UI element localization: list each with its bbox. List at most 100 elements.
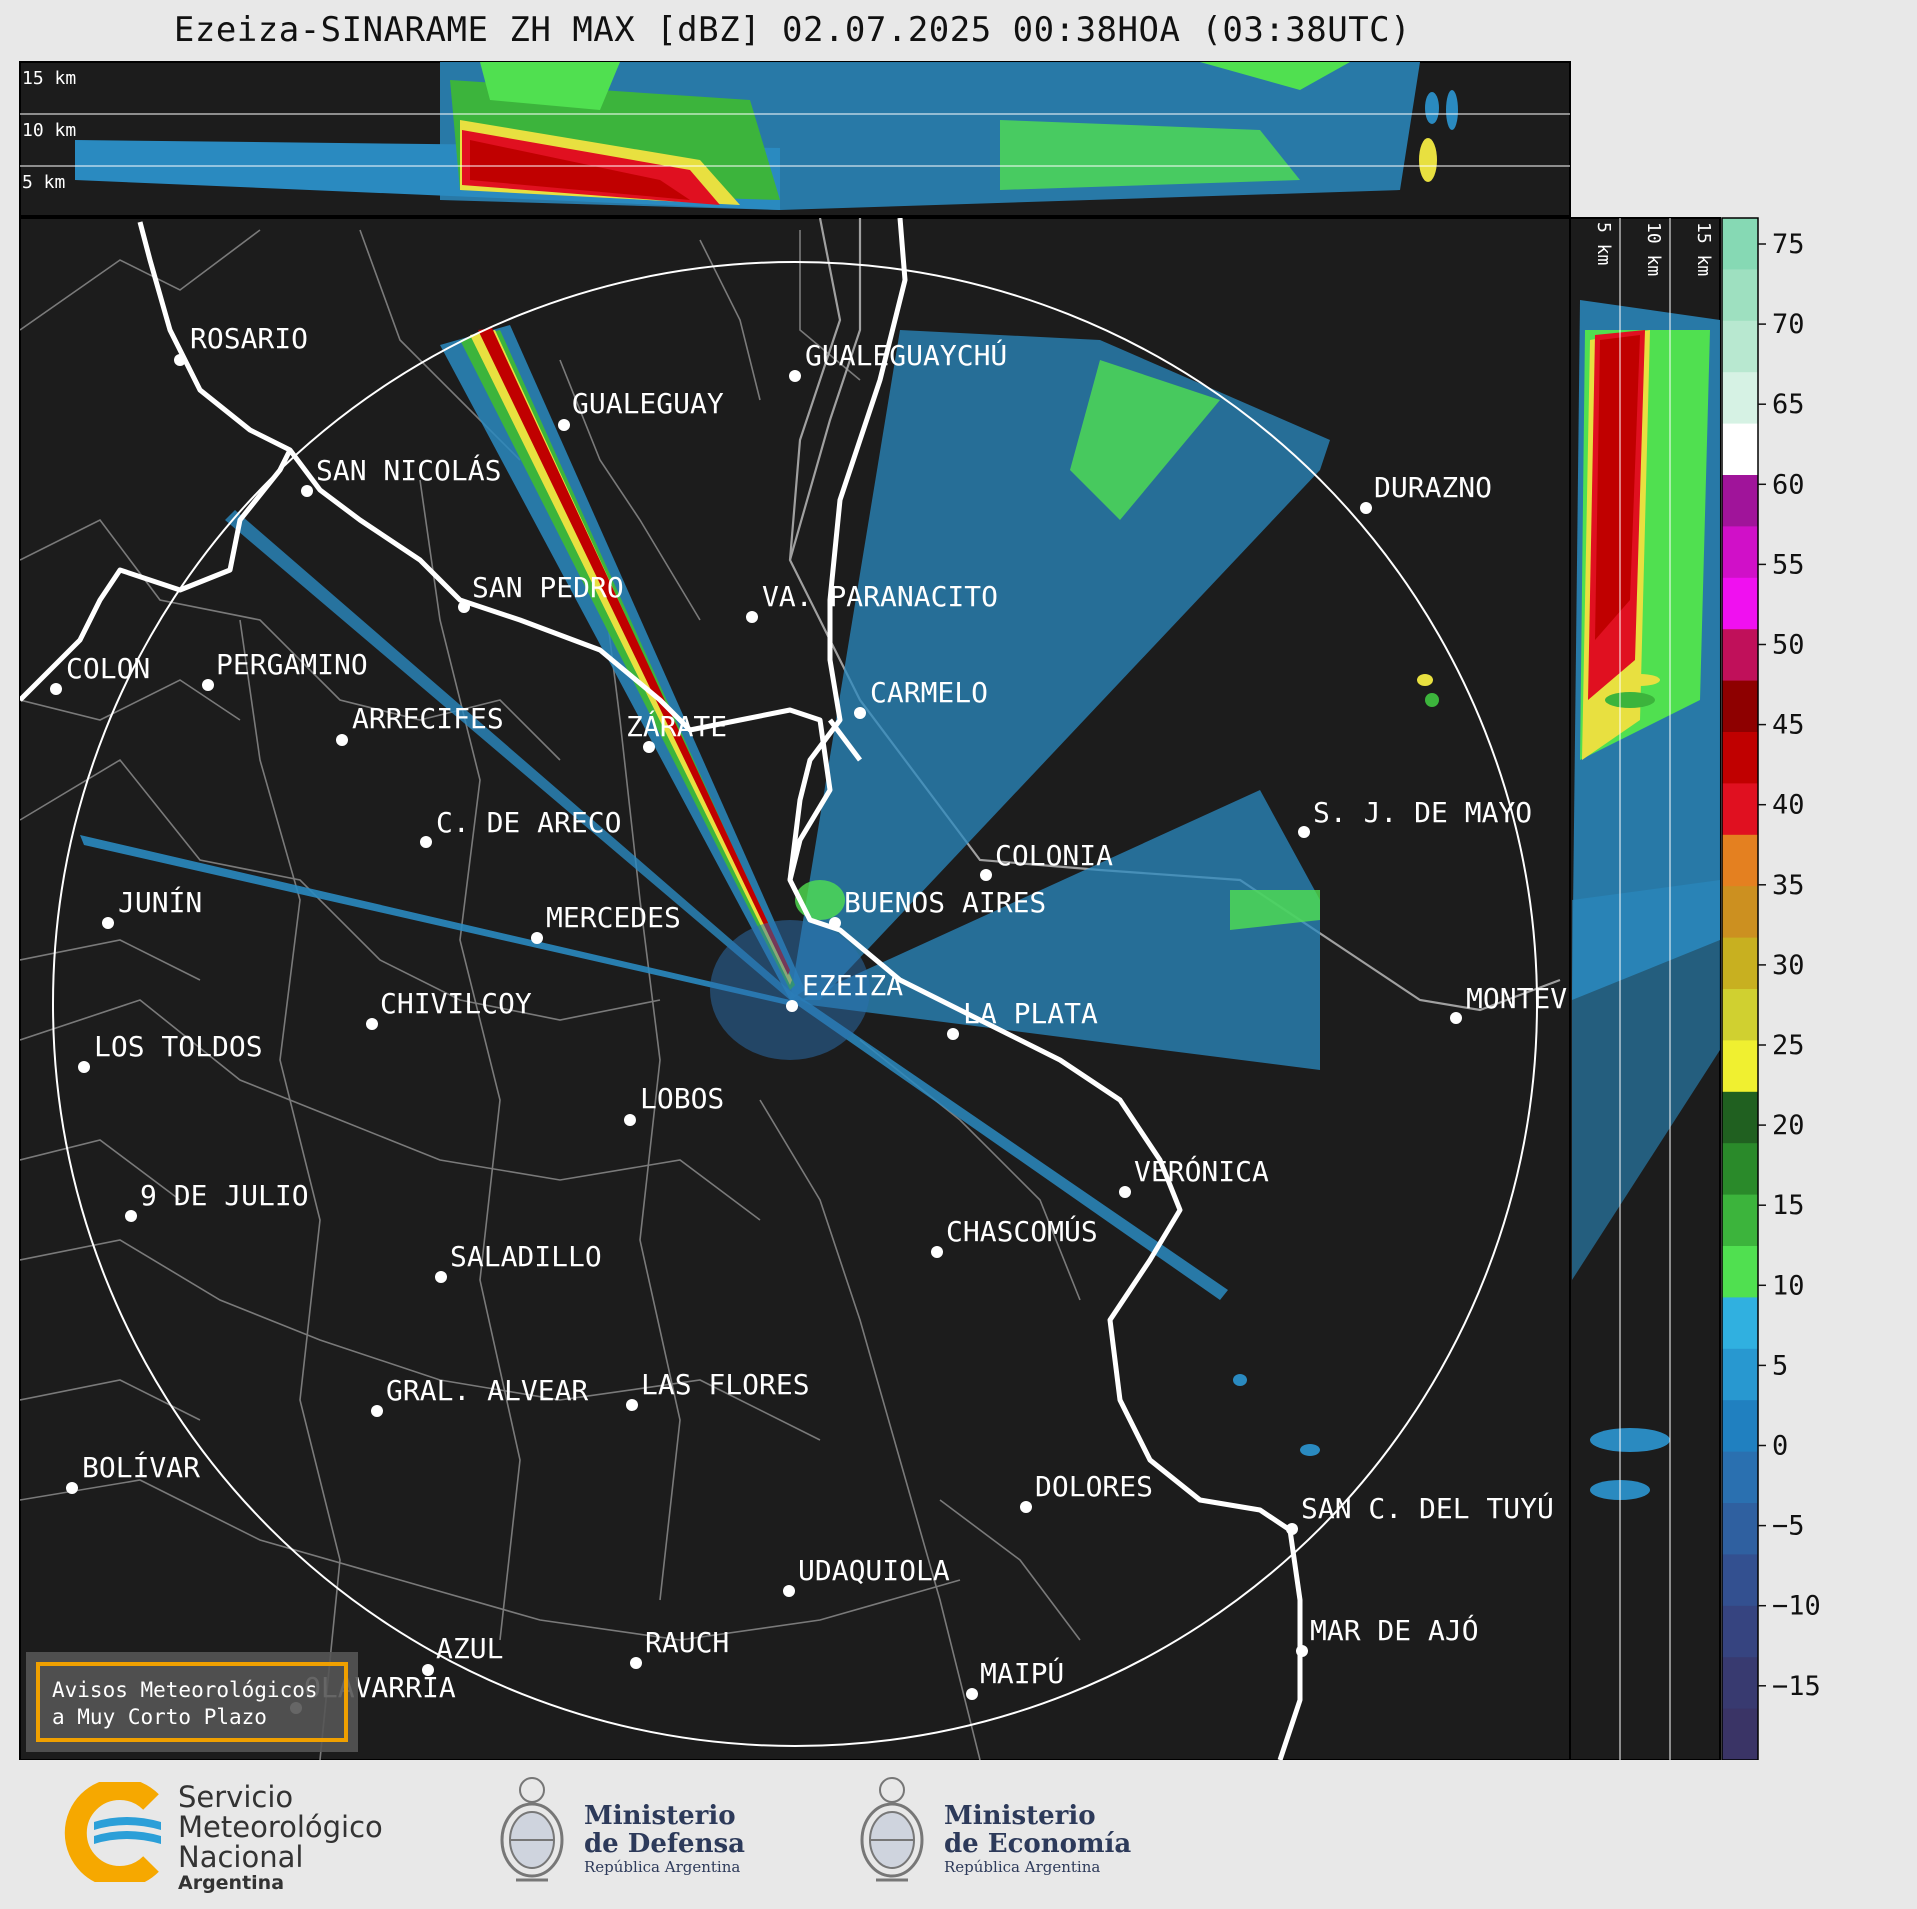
city-label-bolivar: BOLÍVAR: [82, 1450, 200, 1484]
city-label-udaquiola: UDAQUIOLA: [798, 1554, 950, 1587]
colorbar-tick-label: 30: [1772, 950, 1805, 981]
city-label-gualeguay: GUALEGUAY: [572, 387, 724, 420]
defensa-text: Ministerio de Defensa República Argentin…: [584, 1802, 745, 1876]
colorbar-swatch: [1722, 937, 1758, 990]
radar-figure: 15 km 10 km 5 km: [19, 61, 1821, 1760]
country-borders: [788, 218, 1561, 1012]
colorbar-tick-label: 60: [1772, 469, 1805, 500]
colorbar-swatch: [1722, 1400, 1758, 1453]
city-label-gral-alvear: GRAL. ALVEAR: [386, 1374, 588, 1407]
radar-echoes: [80, 325, 1439, 1456]
colorbar-swatch: [1722, 989, 1758, 1041]
colorbar-swatch: [1722, 783, 1758, 836]
city-label-mar-de-ajo: MAR DE AJÓ: [1310, 1613, 1479, 1647]
colorbar-swatch: [1722, 886, 1758, 939]
badge-line-2: a Muy Corto Plazo: [52, 1705, 267, 1729]
city-label-la-plata: LA PLATA: [963, 997, 1098, 1030]
colorbar-swatch: [1722, 1657, 1758, 1710]
colorbar-tick-label: −5: [1772, 1511, 1805, 1542]
economia-line-2: de Economía: [944, 1829, 1132, 1859]
city-label-san-pedro: SAN PEDRO: [472, 571, 624, 604]
city-label-durazno: DURAZNO: [1374, 471, 1492, 504]
city-label-las-flores: LAS FLORES: [641, 1368, 810, 1401]
colorbar-swatch: [1722, 680, 1758, 733]
city-markers: [50, 354, 1462, 1714]
colorbar-tick-label: 5: [1772, 1350, 1788, 1381]
city-label-veronica: VERÓNICA: [1134, 1154, 1269, 1188]
city-label-zarate: ZÁRATE: [626, 709, 727, 743]
side-alt-label-10: 10 km: [1643, 222, 1664, 276]
colorbar-swatch: [1722, 834, 1758, 887]
colorbar-swatch: [1722, 1091, 1758, 1144]
range-ring: [52, 261, 1538, 1747]
smn-line-4: Argentina: [178, 1872, 285, 1894]
warnings-badge[interactable]: Avisos Meteorológicos a Muy Corto Plazo: [26, 1652, 358, 1752]
smn-line-2: Meteorológico: [178, 1810, 383, 1844]
city-label-sj-de-mayo: S. J. DE MAYO: [1313, 796, 1532, 829]
colorbar-swatch: [1722, 629, 1758, 682]
city-label-maipu: MAIPÚ: [980, 1656, 1064, 1690]
smn-line-3: Nacional: [178, 1840, 304, 1874]
colorbar-tick-label: −15: [1772, 1671, 1821, 1702]
colorbar-tick-label: 55: [1772, 549, 1805, 580]
colorbar-swatch: [1722, 1503, 1758, 1555]
colorbar-swatch: [1722, 1297, 1758, 1350]
city-label-colonia: COLONIA: [995, 839, 1113, 872]
colorbar-tick-label: 10: [1772, 1270, 1805, 1301]
top-alt-label-5: 5 km: [22, 172, 65, 193]
city-label-9-de-julio: 9 DE JULIO: [140, 1179, 309, 1212]
colorbar-swatch: [1722, 1040, 1758, 1093]
colorbar-tick-label: 70: [1772, 309, 1805, 340]
city-label-va-paranacito: VA. PARANACITO: [762, 580, 998, 613]
city-label-arrecifes: ARRECIFES: [352, 702, 504, 735]
city-label-rosario: ROSARIO: [190, 322, 308, 355]
city-label-rauch: RAUCH: [645, 1626, 729, 1659]
colorbar-swatch: [1722, 1194, 1758, 1247]
city-label-saladillo: SALADILLO: [450, 1240, 602, 1273]
colorbar-swatch: [1722, 475, 1758, 527]
colorbar-swatch: [1722, 218, 1758, 270]
top-alt-label-15: 15 km: [22, 68, 76, 89]
city-label-ezeiza: EZEIZA: [802, 969, 903, 1002]
colorbar-tick-label: 35: [1772, 870, 1805, 901]
colorbar-tick-label: 40: [1772, 790, 1805, 821]
colorbar-tick-label: 50: [1772, 630, 1805, 661]
colorbar-tick-label: 45: [1772, 710, 1805, 741]
city-label-azul: AZUL: [436, 1632, 503, 1665]
side-alt-label-5: 5 km: [1593, 222, 1614, 265]
city-label-los-toldos: LOS TOLDOS: [94, 1030, 263, 1063]
colorbar-swatch: [1722, 423, 1758, 476]
top-cross-section-echoes: [75, 62, 1458, 210]
defensa-line-2: de Defensa: [584, 1829, 745, 1859]
colorbar-tick-label: 0: [1772, 1431, 1788, 1462]
colorbar-tick-label: 15: [1772, 1190, 1805, 1221]
colorbar-swatch: [1722, 1451, 1758, 1504]
city-label-pergamino: PERGAMINO: [216, 648, 368, 681]
city-label-carmelo: CARMELO: [870, 676, 988, 709]
city-label-san-nicolas: SAN NICOLÁS: [316, 453, 501, 487]
defensa-line-3: República Argentina: [584, 1858, 741, 1876]
city-labels: ROSARIO GUALEGUAYCHÚ GUALEGUAY SAN NICOL…: [66, 322, 1635, 1704]
colorbar: [1722, 218, 1758, 1760]
colorbar-swatch: [1722, 1348, 1758, 1401]
side-cross-section-echoes: [1572, 300, 1720, 1500]
chart-title: Ezeiza-SINARAME ZH MAX [dBZ] 02.07.2025 …: [173, 10, 1412, 50]
colorbar-tick-label: 25: [1772, 1030, 1805, 1061]
city-label-chivilcoy: CHIVILCOY: [380, 987, 532, 1020]
colorbar-swatch: [1722, 1605, 1758, 1658]
city-label-dolores: DOLORES: [1035, 1470, 1153, 1503]
defensa-line-1: Ministerio: [584, 1801, 736, 1831]
colorbar-swatch: [1722, 526, 1758, 579]
colorbar-swatch: [1722, 1143, 1758, 1196]
colorbar-swatch: [1722, 372, 1758, 425]
colorbar-swatch: [1722, 1554, 1758, 1607]
defensa-seal-icon: [500, 1777, 564, 1882]
colorbar-tick-label: −10: [1772, 1591, 1821, 1622]
district-borders: [20, 229, 1081, 1760]
city-label-buenos-aires: BUENOS AIRES: [844, 886, 1046, 919]
city-label-montevideo: MONTEVIDEO: [1466, 982, 1635, 1015]
city-label-gualeguaychu: GUALEGUAYCHÚ: [805, 338, 1007, 372]
colorbar-swatch: [1722, 269, 1758, 322]
colorbar-tick-label: 20: [1772, 1110, 1805, 1141]
